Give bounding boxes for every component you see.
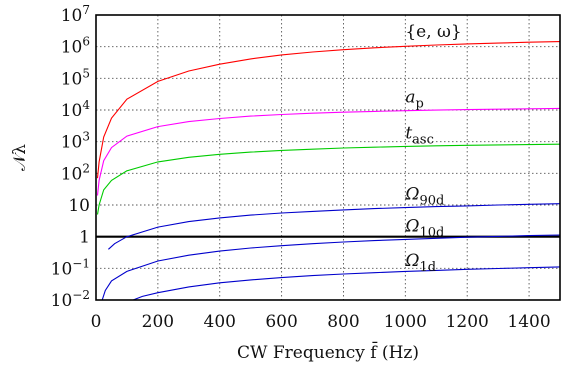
x-tick-labels: 0 200 400 600 800 1000 1200 1400 <box>91 312 551 332</box>
x-axis-label: CW Frequency f̄ (Hz) <box>237 340 419 363</box>
y-axis-label: 𝒩λ <box>10 144 30 171</box>
x-tick-label: 200 <box>142 312 174 332</box>
y-tick-label: 10 <box>68 196 90 216</box>
x-tick-label: 0 <box>91 312 102 332</box>
annotation-o1: Ω1d <box>404 251 436 275</box>
annotation-ap: ap <box>405 87 423 111</box>
y-tick-label: 106 <box>61 35 90 58</box>
y-tick-label: 1 <box>79 228 90 248</box>
series-line-o90 <box>108 203 561 250</box>
y-tick-label: 105 <box>61 66 90 89</box>
plot-frame <box>95 14 561 301</box>
x-tick-label: 1400 <box>507 312 550 332</box>
y-tick-label: 10−2 <box>51 288 90 311</box>
series-group <box>96 41 561 301</box>
y-tick-label: 104 <box>61 98 91 121</box>
y-tick-label: 107 <box>61 3 90 26</box>
x-tick-label: 1200 <box>446 312 489 332</box>
annotation-o90: Ω90d <box>404 185 444 209</box>
series-annotations: {e, ω} ap tasc Ω90d Ω10d Ω1d <box>404 22 461 275</box>
y-tick-labels: 10−2 10−1 1 10 102 103 104 105 106 107 <box>51 3 91 311</box>
y-tick-label: 10−1 <box>51 256 90 279</box>
x-tick-label: 600 <box>265 312 297 332</box>
x-tick-label: 400 <box>204 312 236 332</box>
series-line-tasc <box>96 143 561 215</box>
series-line-ap <box>96 107 561 196</box>
annotation-tasc: tasc <box>405 123 434 147</box>
series-line-o1 <box>132 266 561 301</box>
x-tick-label: 800 <box>327 312 359 332</box>
x-tick-label: 1000 <box>384 312 427 332</box>
grid <box>96 15 560 300</box>
y-tick-label: 102 <box>61 161 90 184</box>
y-tick-label: 103 <box>61 130 90 153</box>
series-line-ew <box>96 41 561 179</box>
annotation-ew: {e, ω} <box>405 22 461 42</box>
annotation-o10: Ω10d <box>404 216 444 240</box>
series-line-o10 <box>101 234 561 301</box>
